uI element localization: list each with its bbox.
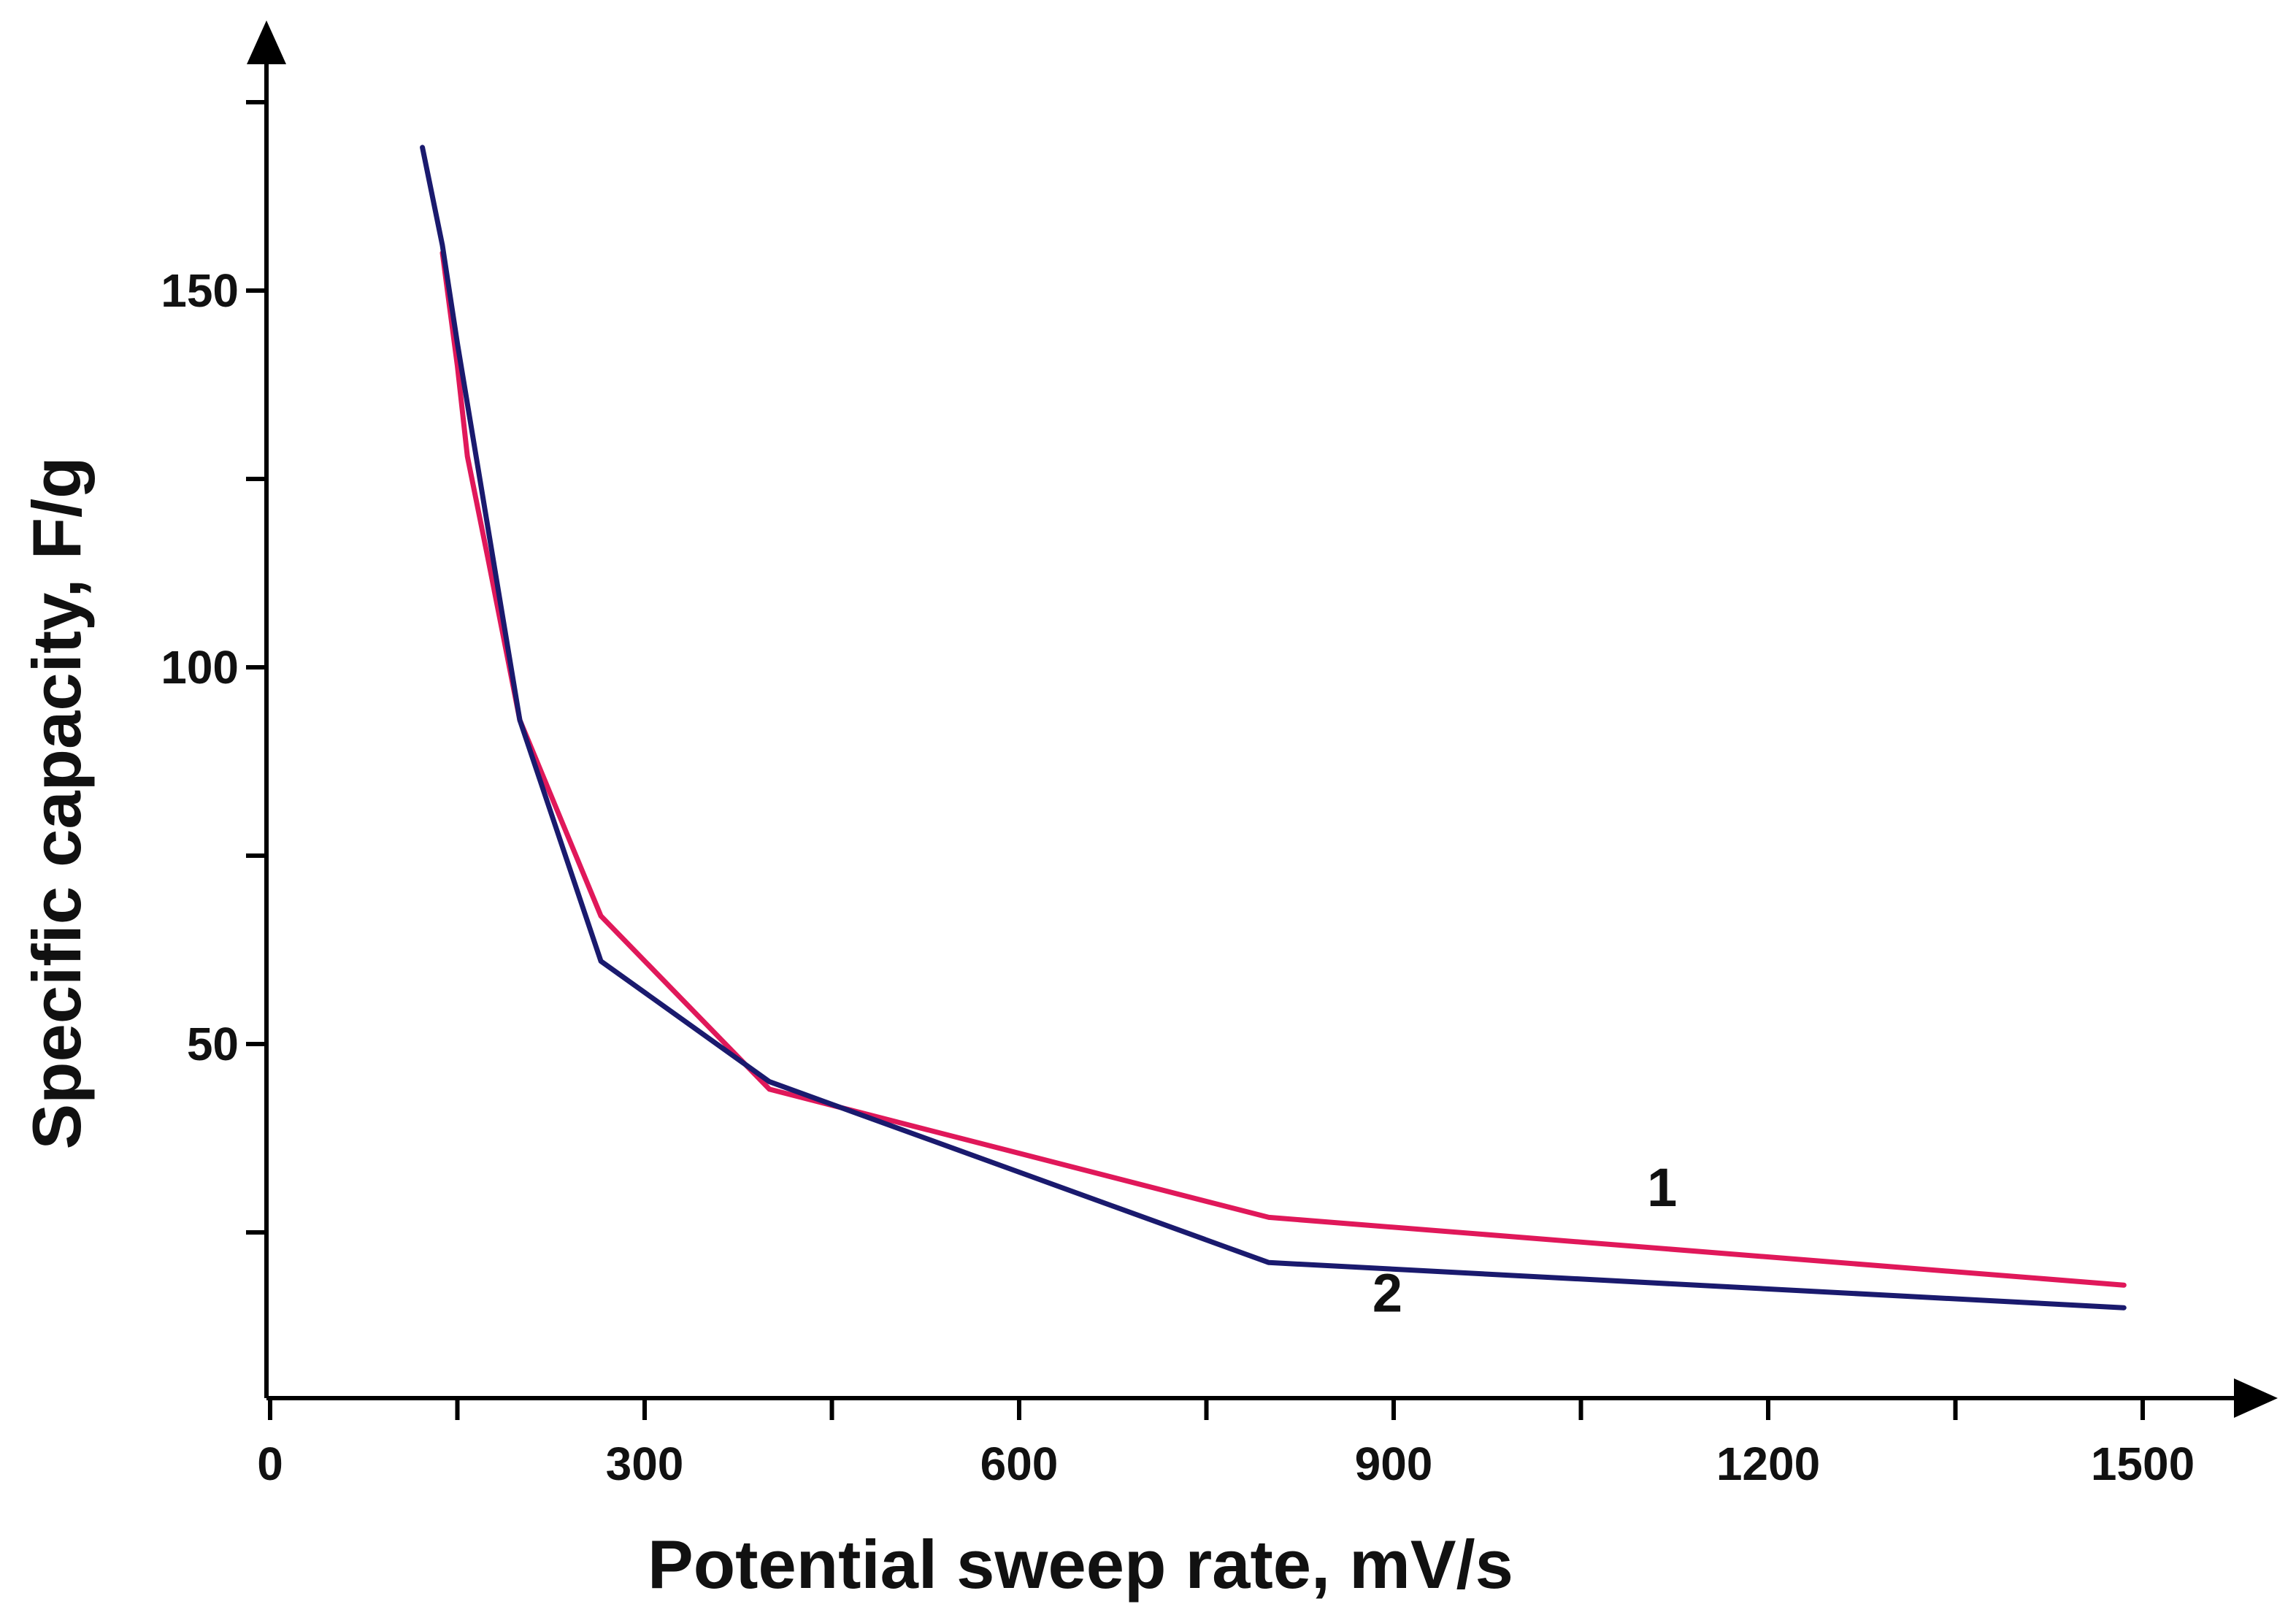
x-axis-arrowhead (2234, 1378, 2278, 1418)
series-layer: 12 (420, 145, 2127, 1323)
y-ticks: 50 100 150 (161, 100, 266, 1235)
y-axis-title: Specific capacity, F/g (18, 456, 95, 1149)
x-ticks: 0 300 600 900 1200 1500 (257, 1398, 2195, 1490)
x-tick-label: 300 (606, 1438, 684, 1490)
y-tick-label: 150 (161, 264, 239, 317)
x-tick-label: 900 (1355, 1438, 1433, 1490)
axes (247, 20, 2278, 1418)
series-label-1: 1 (1647, 1157, 1677, 1218)
x-tick-label: 1500 (2091, 1438, 2195, 1490)
series-line-1 (439, 250, 2127, 1288)
series-label-2: 2 (1372, 1262, 1402, 1323)
y-tick-label: 100 (161, 641, 239, 694)
y-tick-label: 50 (187, 1018, 239, 1070)
series-line-2 (420, 145, 2127, 1311)
x-tick-label: 0 (257, 1438, 283, 1490)
x-axis-title: Potential sweep rate, mV/s (648, 1526, 1513, 1603)
x-tick-label: 600 (980, 1438, 1059, 1490)
x-tick-label: 1200 (1716, 1438, 1820, 1490)
y-axis-arrowhead (247, 20, 286, 64)
